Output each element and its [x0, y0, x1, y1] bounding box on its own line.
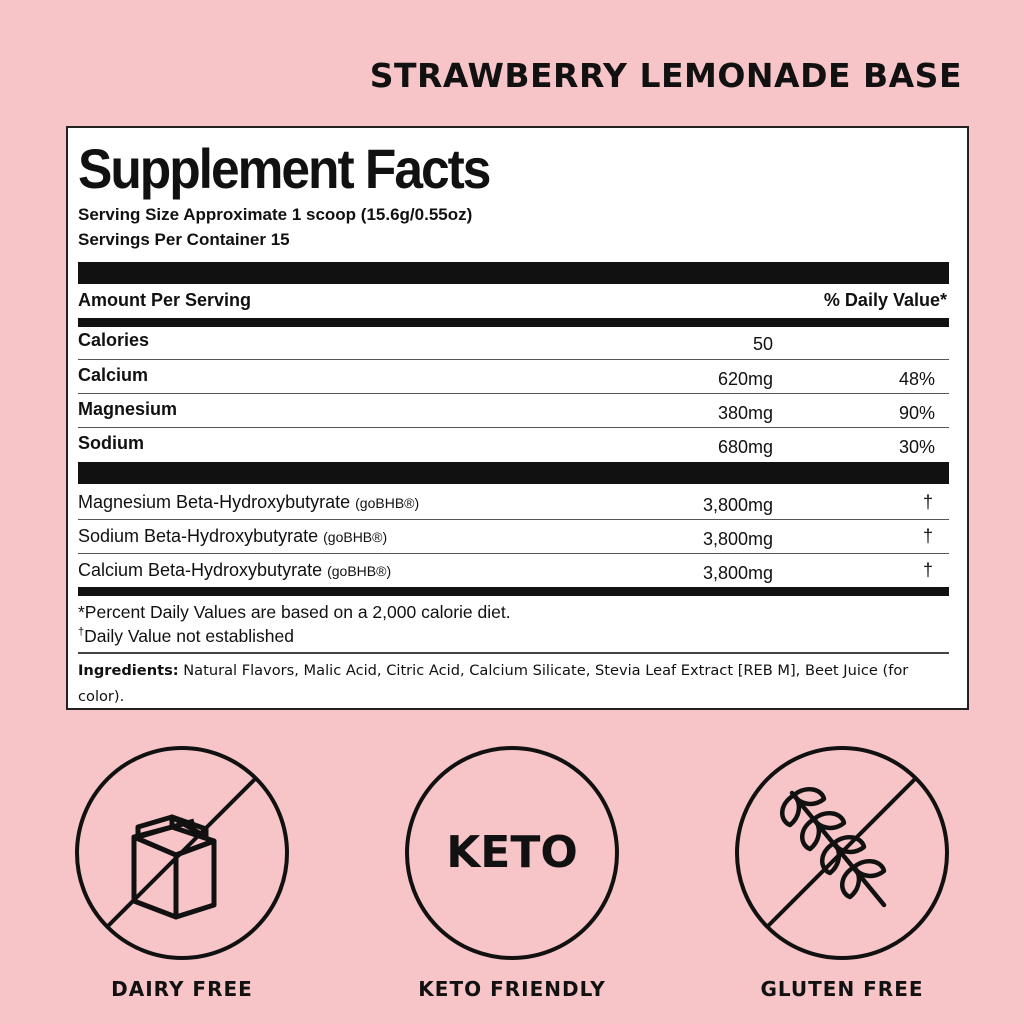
- keto-icon: KETO: [404, 745, 620, 961]
- ingredients-text: Natural Flavors, Malic Acid, Citric Acid…: [78, 662, 909, 705]
- nutrient-daily-value: 48%: [898, 369, 935, 389]
- ingredients: Ingredients: Natural Flavors, Malic Acid…: [78, 658, 937, 710]
- blend-item-tag: (goBHB®): [323, 529, 388, 545]
- serving-size: Serving Size Approximate 1 scoop (15.6g/…: [78, 205, 473, 224]
- blend-item-amount: 3,800mg: [702, 563, 773, 583]
- badge-label: DAIRY FREE: [111, 977, 253, 1001]
- row-divider: [78, 519, 949, 520]
- footnote-divider: [78, 652, 949, 654]
- wheat-icon: [735, 746, 949, 960]
- gluten-free-badge: GLUTEN FREE: [732, 745, 952, 1001]
- nutrient-label: Calcium: [78, 365, 149, 385]
- nutrient-daily-value: 30%: [898, 437, 935, 457]
- nutrient-label: Sodium: [78, 433, 144, 453]
- row-divider: [78, 427, 949, 428]
- product-title: STRAWBERRY LEMONADE BASE: [369, 56, 962, 95]
- thick-divider: [78, 262, 949, 284]
- supplement-facts-panel: Supplement Facts Serving Size Approximat…: [66, 126, 969, 710]
- nutrient-amount: 620mg: [717, 369, 773, 389]
- medium-divider: [78, 318, 949, 327]
- not-established-text: Daily Value not established: [84, 626, 294, 646]
- not-established-footnote: †Daily Value not established: [78, 626, 294, 647]
- nutrient-amount: 50: [752, 334, 773, 354]
- blend-item-tag: (goBHB®): [327, 563, 392, 579]
- blend-item-dv: †: [922, 560, 933, 580]
- nutrient-amount: 680mg: [717, 437, 773, 457]
- milk-carton-icon: [75, 746, 289, 960]
- servings-per-container: Servings Per Container 15: [78, 230, 290, 249]
- nutrient-amount: 380mg: [717, 403, 773, 423]
- blend-item-label: Sodium Beta-Hydroxybutyrate: [78, 526, 319, 546]
- dairy-free-badge: DAIRY FREE: [72, 745, 292, 1001]
- keto-circle: [405, 746, 619, 960]
- keto-friendly-badge: KETO KETO FRIENDLY: [402, 745, 622, 1001]
- thick-divider: [78, 462, 949, 484]
- ingredients-label: Ingredients:: [78, 662, 179, 679]
- badge-label: GLUTEN FREE: [760, 977, 924, 1001]
- row-divider: [78, 359, 949, 360]
- blend-item-label: Magnesium Beta-Hydroxybutyrate: [78, 492, 351, 512]
- keto-text: KETO: [446, 827, 578, 878]
- blend-item-dv: †: [922, 526, 933, 546]
- blend-item-amount: 3,800mg: [702, 529, 773, 549]
- blend-item: Sodium Beta-Hydroxybutyrate (goBHB®): [78, 526, 387, 547]
- nutrient-label: Magnesium: [78, 399, 178, 419]
- blend-item-tag: (goBHB®): [355, 495, 420, 511]
- facts-title: Supplement Facts: [78, 137, 491, 200]
- nutrient-daily-value: 90%: [898, 403, 935, 423]
- blend-item: Magnesium Beta-Hydroxybutyrate (goBHB®): [78, 492, 419, 513]
- nutrient-label: Calories: [78, 330, 150, 350]
- daily-value-footnote: *Percent Daily Values are based on a 2,0…: [78, 602, 511, 622]
- daily-value-header: % Daily Value*: [823, 290, 947, 310]
- amount-per-serving-header: Amount Per Serving: [78, 290, 252, 310]
- row-divider: [78, 553, 949, 554]
- blend-item-dv: †: [922, 492, 933, 512]
- medium-divider: [78, 587, 949, 596]
- badge-label: KETO FRIENDLY: [418, 977, 606, 1001]
- blend-item-label: Calcium Beta-Hydroxybutyrate: [78, 560, 323, 580]
- row-divider: [78, 393, 949, 394]
- dagger-mark: †: [78, 626, 85, 639]
- blend-item-amount: 3,800mg: [702, 495, 773, 515]
- blend-item: Calcium Beta-Hydroxybutyrate (goBHB®): [78, 560, 391, 581]
